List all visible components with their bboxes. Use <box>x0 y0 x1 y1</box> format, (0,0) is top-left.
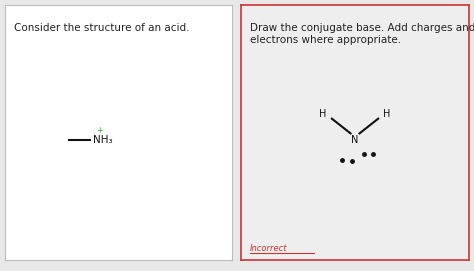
Text: Incorrect: Incorrect <box>250 244 287 253</box>
Text: N: N <box>351 136 359 146</box>
Text: H: H <box>383 109 391 119</box>
Text: +: + <box>96 126 102 135</box>
Text: NH₃: NH₃ <box>93 136 113 146</box>
Text: H: H <box>319 109 327 119</box>
Text: Consider the structure of an acid.: Consider the structure of an acid. <box>14 23 189 33</box>
Text: Draw the conjugate base. Add charges and non-bonding
electrons where appropriate: Draw the conjugate base. Add charges and… <box>250 23 474 45</box>
